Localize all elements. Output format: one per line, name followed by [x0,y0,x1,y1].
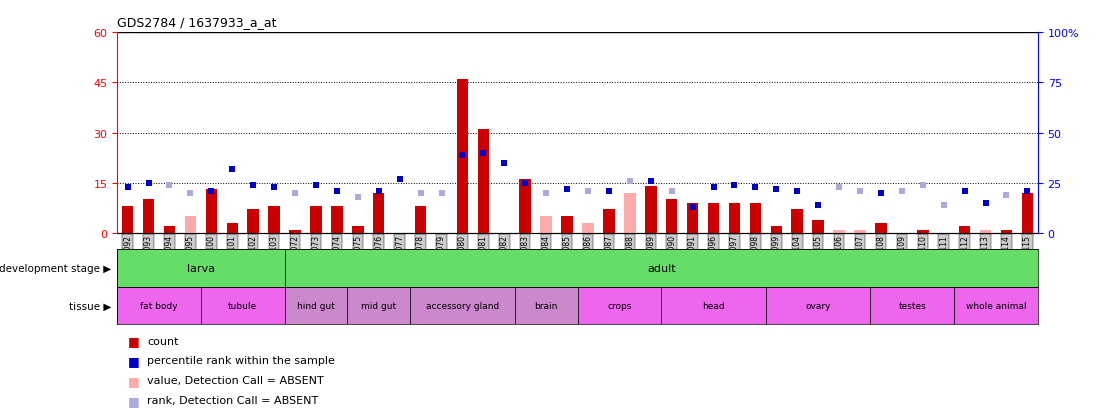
Bar [205,190,218,233]
Bar [729,203,740,233]
Text: accessory gland: accessory gland [426,301,499,310]
Text: testes: testes [898,301,926,310]
Bar [708,203,720,233]
Text: fat body: fat body [141,301,177,310]
Bar [854,230,866,233]
Bar [143,200,154,233]
Text: whole animal: whole animal [965,301,1027,310]
Bar [1021,193,1033,233]
Bar [540,217,552,233]
Bar [268,206,280,233]
Bar [310,206,321,233]
Bar [959,227,971,233]
Bar [834,230,845,233]
Bar [352,227,364,233]
Bar [578,287,662,324]
Text: brain: brain [535,301,558,310]
Bar [624,193,636,233]
Bar [954,287,1038,324]
Bar [248,210,259,233]
Bar [686,203,699,233]
Text: GDS2784 / 1637933_a_at: GDS2784 / 1637933_a_at [117,16,277,29]
Bar [456,80,469,233]
Text: crops: crops [607,301,632,310]
Bar [122,206,134,233]
Bar [766,287,870,324]
Bar [666,200,677,233]
Text: head: head [702,301,725,310]
Bar [519,180,531,233]
Text: ■: ■ [128,394,141,407]
Text: ■: ■ [128,354,141,367]
Bar [184,217,196,233]
Bar [561,217,573,233]
Bar [645,187,656,233]
Bar [201,287,285,324]
Text: development stage ▶: development stage ▶ [0,263,112,273]
Bar [164,227,175,233]
Text: ■: ■ [128,374,141,387]
Text: count: count [147,336,179,346]
Text: percentile rank within the sample: percentile rank within the sample [147,356,335,366]
Bar [750,203,761,233]
Bar [662,287,766,324]
Bar [478,130,489,233]
Text: ovary: ovary [806,301,831,310]
Text: larva: larva [186,263,215,273]
Bar [285,287,347,324]
Text: ■: ■ [128,334,141,347]
Bar [870,287,954,324]
Bar [1001,230,1012,233]
Bar [791,210,804,233]
Text: tubule: tubule [228,301,258,310]
Bar [980,230,991,233]
Text: rank, Detection Call = ABSENT: rank, Detection Call = ABSENT [147,395,318,405]
Text: tissue ▶: tissue ▶ [69,301,112,311]
Bar [770,227,782,233]
Bar [117,287,201,324]
Bar [285,250,1038,287]
Text: adult: adult [647,263,675,273]
Bar [603,210,615,233]
Text: mid gut: mid gut [362,301,396,310]
Bar [415,206,426,233]
Bar [514,287,578,324]
Text: hind gut: hind gut [297,301,335,310]
Bar [917,230,929,233]
Bar [331,206,343,233]
Bar [583,223,594,233]
Bar [812,220,824,233]
Bar [117,250,285,287]
Bar [347,287,411,324]
Bar [411,287,514,324]
Bar [227,223,238,233]
Bar [373,193,385,233]
Bar [289,230,301,233]
Text: value, Detection Call = ABSENT: value, Detection Call = ABSENT [147,375,324,385]
Bar [875,223,887,233]
